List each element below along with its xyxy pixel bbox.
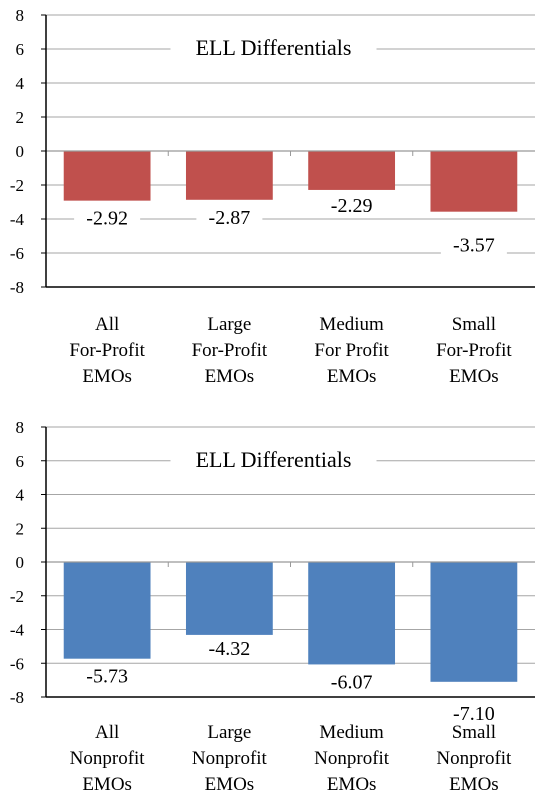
y-tick-label: 8 [16, 418, 25, 437]
title-background [170, 446, 377, 474]
y-tick-label: -4 [10, 621, 25, 640]
bar [63, 562, 151, 659]
y-tick-label: 6 [16, 452, 25, 471]
data-label-background [440, 233, 507, 257]
bar [63, 151, 151, 201]
y-tick-label: -6 [10, 654, 24, 673]
data-label: -2.29 [331, 195, 373, 217]
bar [430, 151, 518, 212]
data-label-background [74, 664, 141, 688]
y-tick-label: -8 [10, 688, 24, 707]
y-tick-label: -4 [10, 210, 25, 229]
bar [308, 151, 396, 190]
data-label: -4.32 [209, 638, 251, 660]
data-label: -2.87 [209, 207, 251, 229]
category-label: EMOs [327, 366, 377, 387]
category-label: Nonprofit [192, 748, 268, 769]
category-label: For-Profit [192, 340, 268, 361]
y-tick-label: -2 [10, 176, 24, 195]
data-label: -3.57 [453, 235, 495, 257]
category-label: Nonprofit [436, 748, 512, 769]
y-tick-label: 8 [16, 6, 25, 25]
bar [185, 562, 273, 635]
category-label: EMOs [327, 774, 377, 795]
y-tick-label: 4 [16, 486, 25, 505]
category-label: Medium [319, 722, 384, 743]
category-label: All [95, 314, 119, 335]
data-label-background [196, 205, 263, 229]
chart-title: ELL Differentials [196, 447, 352, 472]
category-label: For-Profit [436, 340, 512, 361]
category-label: EMOs [205, 774, 255, 795]
category-label: For Profit [314, 340, 389, 361]
y-tick-label: 2 [16, 519, 25, 538]
y-tick-label: 0 [16, 142, 25, 161]
data-label: -7.10 [453, 703, 495, 725]
data-label: -5.73 [86, 666, 128, 688]
category-label: Small [452, 314, 496, 335]
category-label: EMOs [449, 366, 499, 387]
data-label-background [74, 206, 141, 230]
y-tick-label: -6 [10, 244, 24, 263]
data-label: -2.92 [86, 208, 128, 230]
category-label: For-Profit [69, 340, 145, 361]
y-tick-label: 4 [16, 74, 25, 93]
data-label-background [318, 193, 385, 217]
data-label-background [318, 670, 385, 694]
title-background [170, 35, 377, 62]
category-label: Large [207, 722, 251, 743]
y-tick-label: 2 [16, 108, 25, 127]
y-tick-label: -2 [10, 587, 24, 606]
category-label: Small [452, 722, 496, 743]
category-label: All [95, 722, 119, 743]
bar [185, 151, 273, 200]
chart-panel-2: 8 6 4 2 0 -2 -4 -6 -8 ELL Differentials -5.73 -4.32… [10, 418, 535, 795]
y-tick-label: 6 [16, 40, 25, 59]
chart-panel-1: 8 6 4 2 0 -2 -4 -6 -8 ELL Differentials -2.92 -2.87… [10, 6, 535, 387]
category-label: EMOs [82, 774, 132, 795]
category-label: Large [207, 314, 251, 335]
y-tick-label: -8 [10, 278, 24, 297]
category-label: EMOs [449, 774, 499, 795]
category-label: Nonprofit [314, 748, 390, 769]
category-label: Nonprofit [70, 748, 146, 769]
data-label-background [196, 636, 263, 660]
chart-title: ELL Differentials [196, 35, 352, 60]
category-label: EMOs [82, 366, 132, 387]
data-label-background [440, 701, 507, 725]
category-label: Medium [319, 314, 384, 335]
data-label: -6.07 [331, 671, 373, 693]
bar [430, 562, 518, 682]
y-tick-label: 0 [16, 553, 25, 572]
category-label: EMOs [205, 366, 255, 387]
bar [308, 562, 396, 665]
